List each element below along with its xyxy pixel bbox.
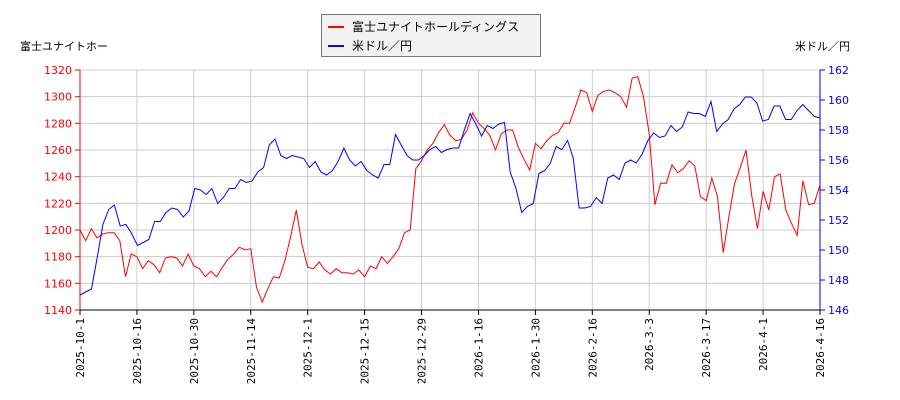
legend: 富士ユナイトホールディングス 米ドル／円 xyxy=(321,14,541,57)
x-tick-label: 2025-10-16 xyxy=(131,318,144,384)
left-y-tick-label: 1180 xyxy=(44,251,72,264)
x-tick-label: 2025-12-1 xyxy=(302,318,315,378)
legend-swatch-blue xyxy=(328,44,344,47)
right-y-tick-label: 160 xyxy=(828,94,849,107)
right-axis-title: 米ドル／円 xyxy=(795,40,850,53)
right-y-tick-label: 152 xyxy=(828,214,849,227)
x-tick-label: 2026-1-16 xyxy=(472,318,485,378)
left-y-tick-label: 1220 xyxy=(44,197,72,210)
left-y-tick-label: 1240 xyxy=(44,171,72,184)
x-tick-label: 2026-1-30 xyxy=(529,318,542,378)
x-tick-label: 2026-3-17 xyxy=(700,318,713,378)
left-y-tick-label: 1200 xyxy=(44,224,72,237)
x-tick-label: 2025-11-14 xyxy=(245,318,258,385)
right-y-tick-label: 154 xyxy=(828,184,849,197)
left-y-tick-label: 1300 xyxy=(44,91,72,104)
right-y-tick-label: 146 xyxy=(828,304,849,317)
right-y-tick-label: 150 xyxy=(828,244,849,257)
x-tick-label: 2026-3-3 xyxy=(643,318,656,371)
left-y-tick-label: 1140 xyxy=(44,304,72,317)
left-y-tick-label: 1320 xyxy=(44,64,72,77)
x-tick-label: 2026-4-16 xyxy=(814,318,827,378)
x-tick-label: 2025-10-1 xyxy=(74,318,87,378)
x-tick-label: 2025-12-15 xyxy=(359,318,372,384)
series-line-fuji-unite xyxy=(79,76,821,304)
legend-item-usdjpy: 米ドル／円 xyxy=(328,37,412,54)
x-tick-label: 2025-10-30 xyxy=(188,318,201,384)
series-line-usdjpy xyxy=(79,96,821,296)
right-y-tick-label: 162 xyxy=(828,64,849,77)
legend-label: 米ドル／円 xyxy=(352,39,413,53)
left-axis-title: 富士ユナイトホー xyxy=(20,40,108,53)
right-y-tick-label: 158 xyxy=(828,124,849,137)
left-y-tick-label: 1280 xyxy=(44,117,72,130)
x-tick-label: 2025-12-29 xyxy=(416,318,429,384)
right-y-tick-label: 148 xyxy=(828,274,849,287)
legend-label: 富士ユナイトホールディングス xyxy=(352,20,520,34)
x-tick-label: 2026-4-1 xyxy=(757,318,770,371)
left-y-tick-label: 1160 xyxy=(44,277,72,290)
left-y-tick-label: 1260 xyxy=(44,144,72,157)
right-y-tick-label: 156 xyxy=(828,154,849,167)
legend-swatch-red xyxy=(328,25,344,28)
x-tick-label: 2026-2-16 xyxy=(586,318,599,378)
legend-item-fuji: 富士ユナイトホールディングス xyxy=(328,18,519,35)
